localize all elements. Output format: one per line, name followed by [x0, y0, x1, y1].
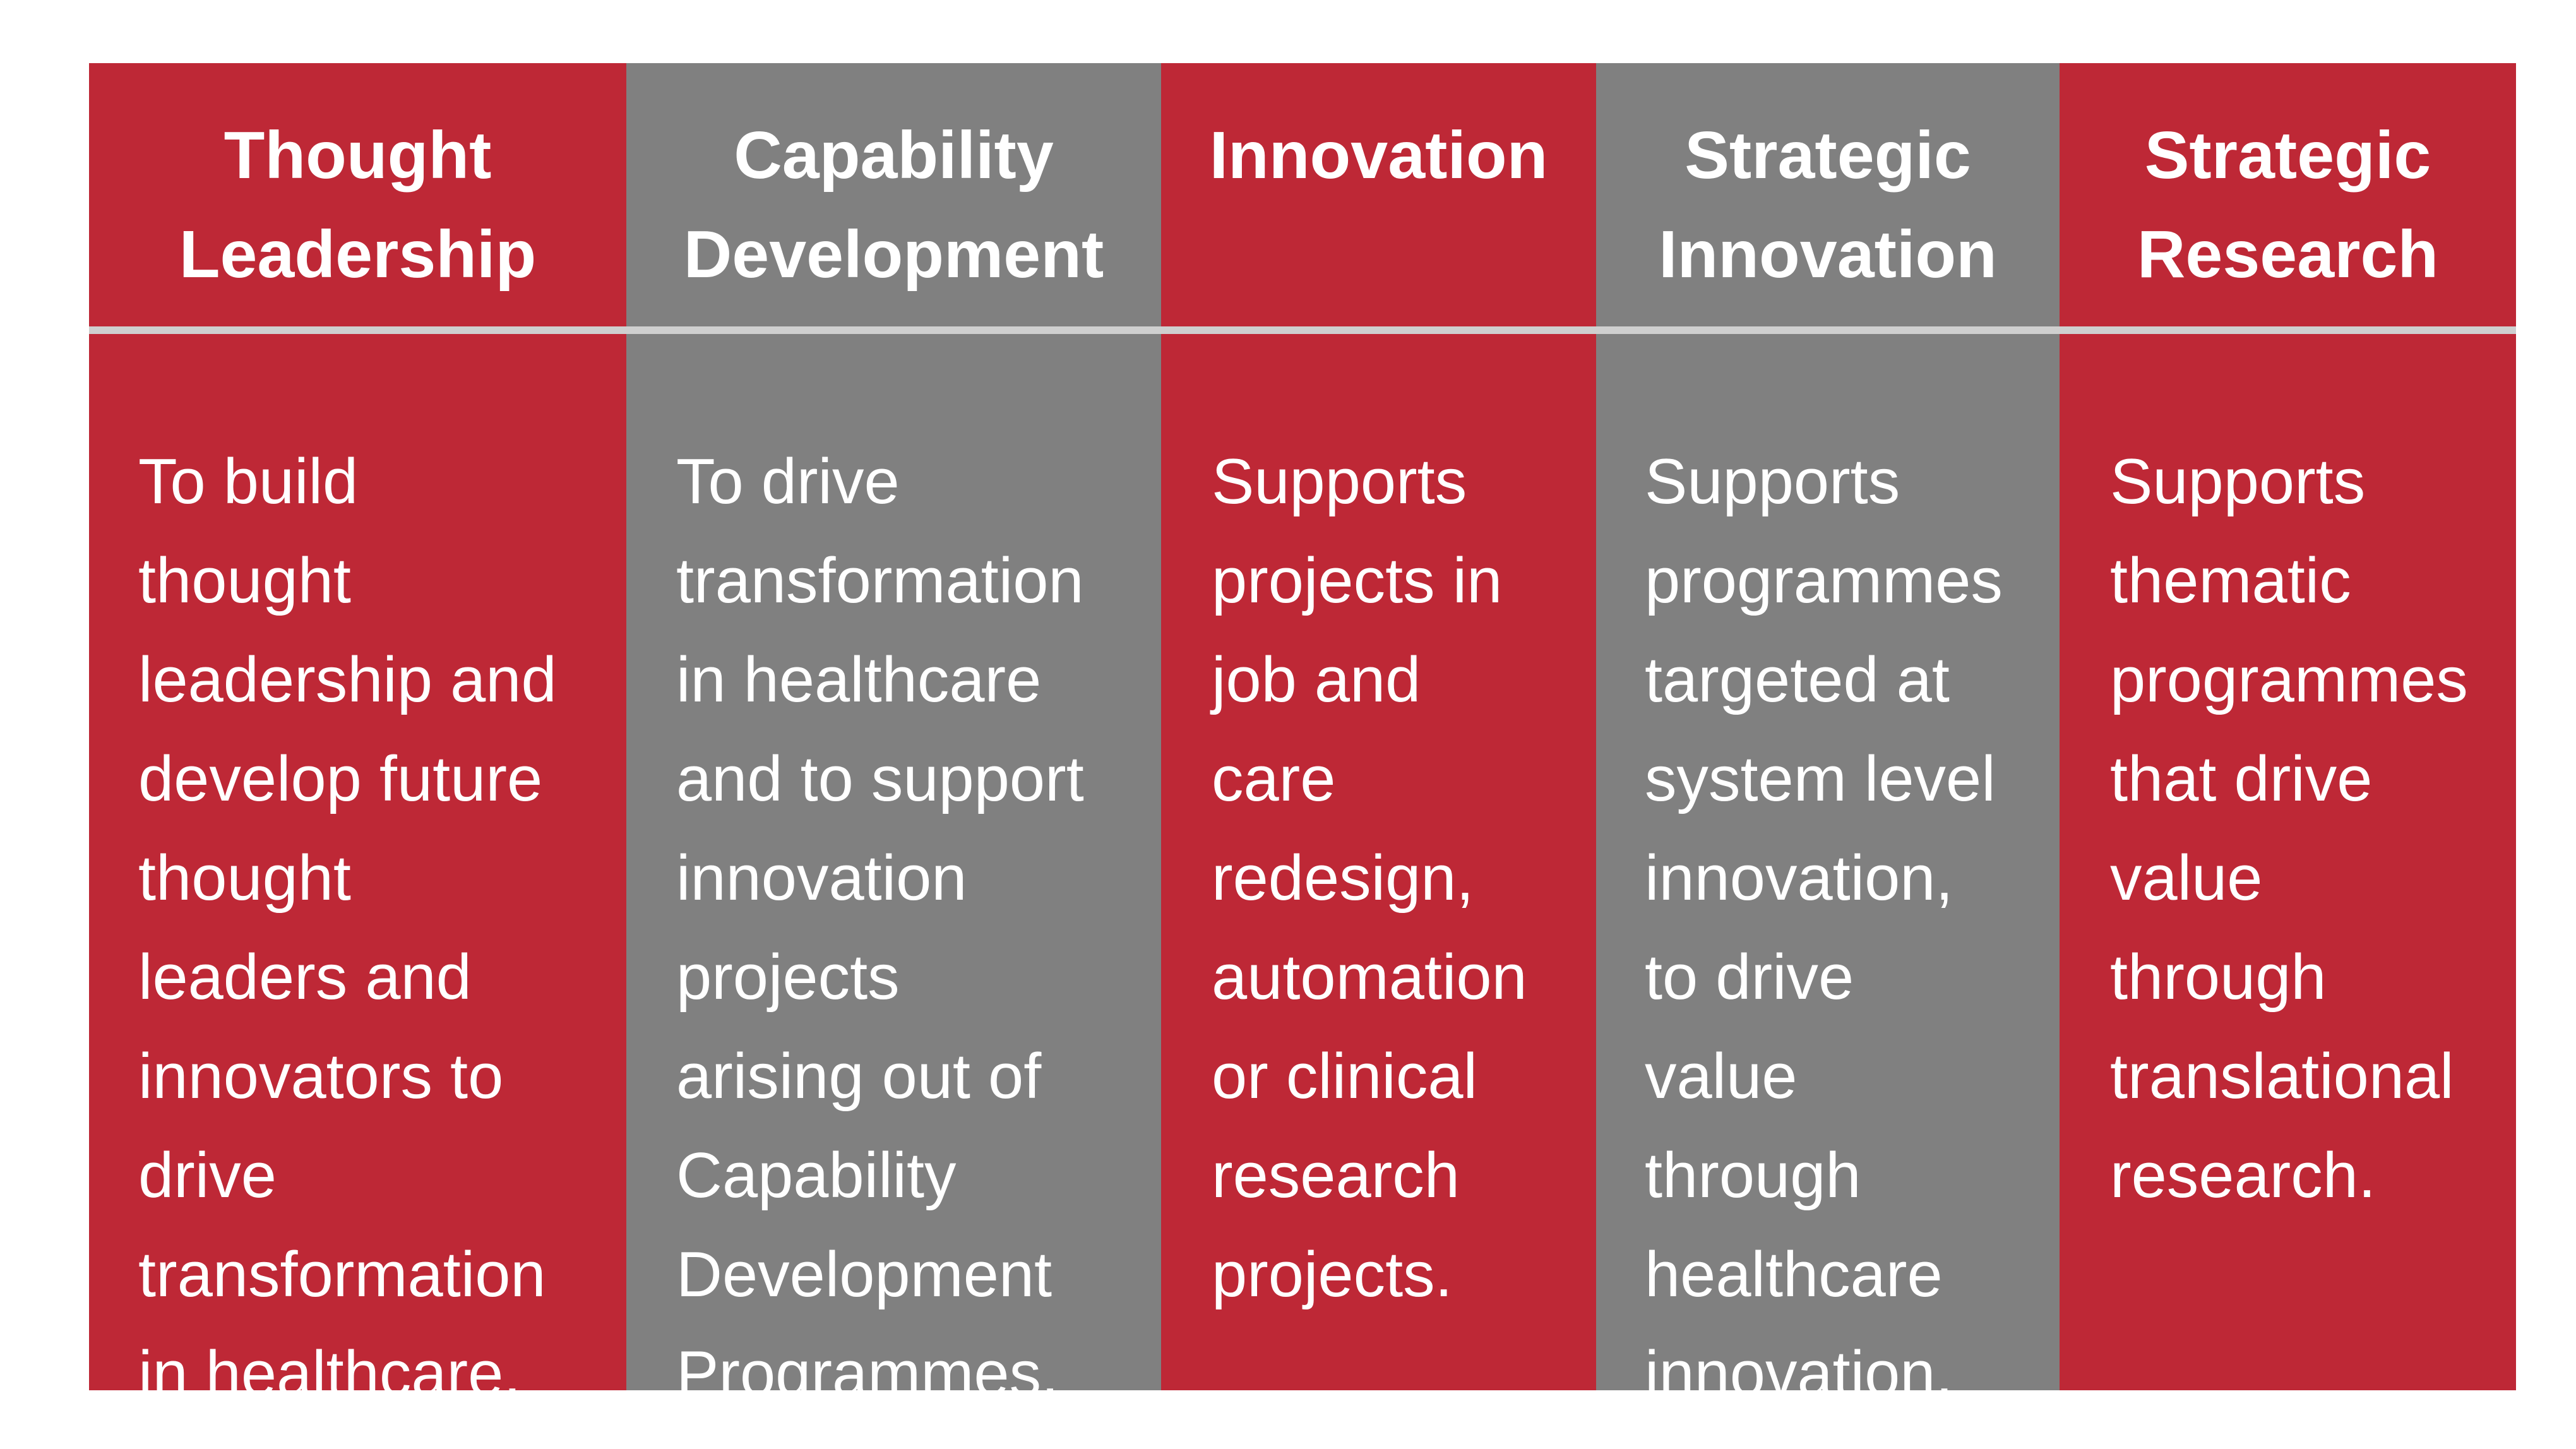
pillar-thought-leadership: Thought Leadership To build thought lead…: [89, 63, 626, 1409]
header-divider: [1596, 326, 2060, 334]
pillar-description: To build thought leadership and develop …: [138, 446, 557, 1409]
pillar-title: Innovation: [1209, 118, 1548, 193]
pillar-title: Strategic Innovation: [1659, 118, 1997, 292]
pillar-description: Supports programmes targeted at system l…: [1645, 446, 2003, 1409]
pillar-strategic-innovation: Strategic Innovation Supports programmes…: [1596, 63, 2060, 1409]
pillar-capability-development: Capability Development To drive transfor…: [626, 63, 1161, 1409]
header-divider: [2060, 326, 2516, 334]
header-divider: [1161, 326, 1596, 334]
pillar-description: Supports thematic programmes that drive …: [2110, 446, 2468, 1211]
pillar-title: Strategic Research: [2137, 118, 2439, 292]
pillars-table: Thought Leadership To build thought lead…: [89, 63, 2516, 1409]
header-divider: [626, 326, 1161, 334]
pillar-innovation: Innovation Supports projects in job and …: [1161, 63, 1596, 1390]
pillar-title: Capability Development: [683, 118, 1104, 292]
pillar-description: Supports projects in job and care redesi…: [1212, 446, 1527, 1310]
pillar-strategic-research: Strategic Research Supports thematic pro…: [2060, 63, 2516, 1390]
pillar-description: To drive transformation in healthcare an…: [676, 446, 1084, 1409]
header-divider: [89, 326, 626, 334]
pillar-title: Thought Leadership: [179, 118, 537, 292]
